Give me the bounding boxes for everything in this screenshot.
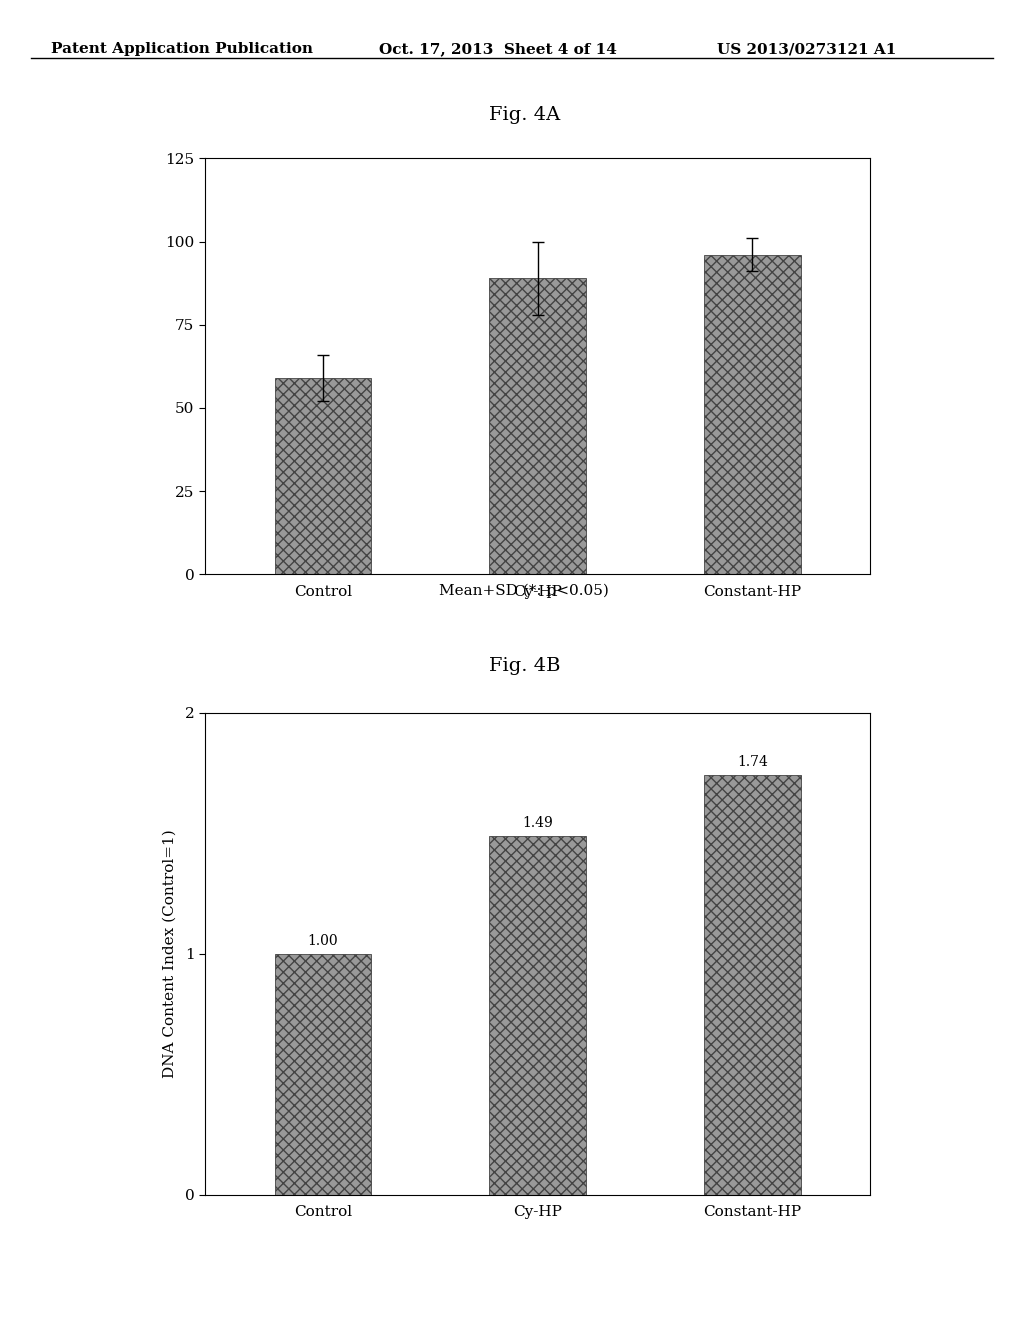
Bar [489,836,586,1195]
Bar [489,279,586,574]
Bar [274,378,372,574]
Bar [705,255,801,574]
Y-axis label: DNA Content Index (Control=1): DNA Content Index (Control=1) [162,829,176,1078]
Text: Fig. 4A: Fig. 4A [488,106,560,124]
Text: Fig. 4B: Fig. 4B [488,657,560,676]
Text: 1.00: 1.00 [307,933,338,948]
Text: 1.74: 1.74 [737,755,768,770]
Text: Mean+SD (*: p<0.05): Mean+SD (*: p<0.05) [439,583,609,598]
Text: US 2013/0273121 A1: US 2013/0273121 A1 [717,42,896,57]
Text: Patent Application Publication: Patent Application Publication [51,42,313,57]
Bar [274,953,372,1195]
Text: 1.49: 1.49 [522,816,553,830]
Text: Oct. 17, 2013  Sheet 4 of 14: Oct. 17, 2013 Sheet 4 of 14 [379,42,616,57]
Bar [705,775,801,1195]
